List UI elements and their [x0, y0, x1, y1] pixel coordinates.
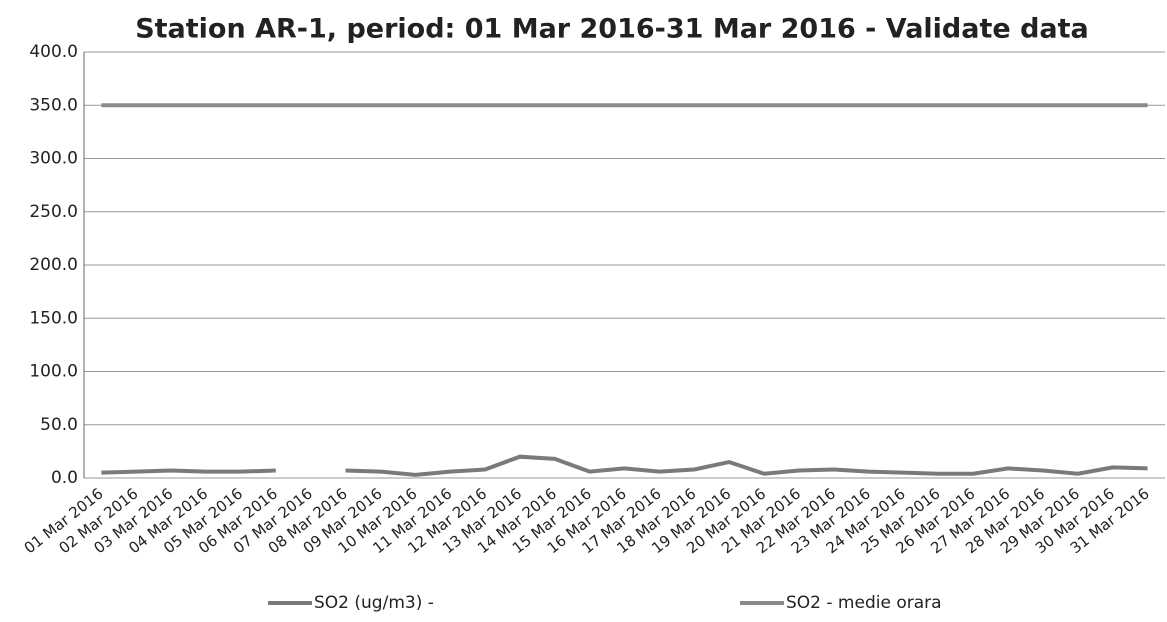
- legend-label: SO2 (ug/m3) -: [314, 593, 434, 613]
- y-tick-label: 100.0: [29, 362, 78, 382]
- y-tick-label: 350.0: [29, 95, 78, 115]
- y-tick-label: 250.0: [29, 202, 78, 222]
- y-tick-label: 150.0: [29, 308, 78, 328]
- data-line: [101, 468, 276, 475]
- data-line: [345, 454, 1148, 477]
- y-tick-label: 50.0: [40, 415, 78, 435]
- chart-title: Station AR-1, period: 01 Mar 2016-31 Mar…: [135, 14, 1089, 45]
- legend-label: SO2 - medie orara: [786, 593, 942, 613]
- y-tick-label: 200.0: [29, 255, 78, 275]
- y-tick-label: 300.0: [29, 149, 78, 169]
- y-tick-label: 400.0: [29, 42, 78, 62]
- y-tick-label: 0.0: [51, 468, 78, 488]
